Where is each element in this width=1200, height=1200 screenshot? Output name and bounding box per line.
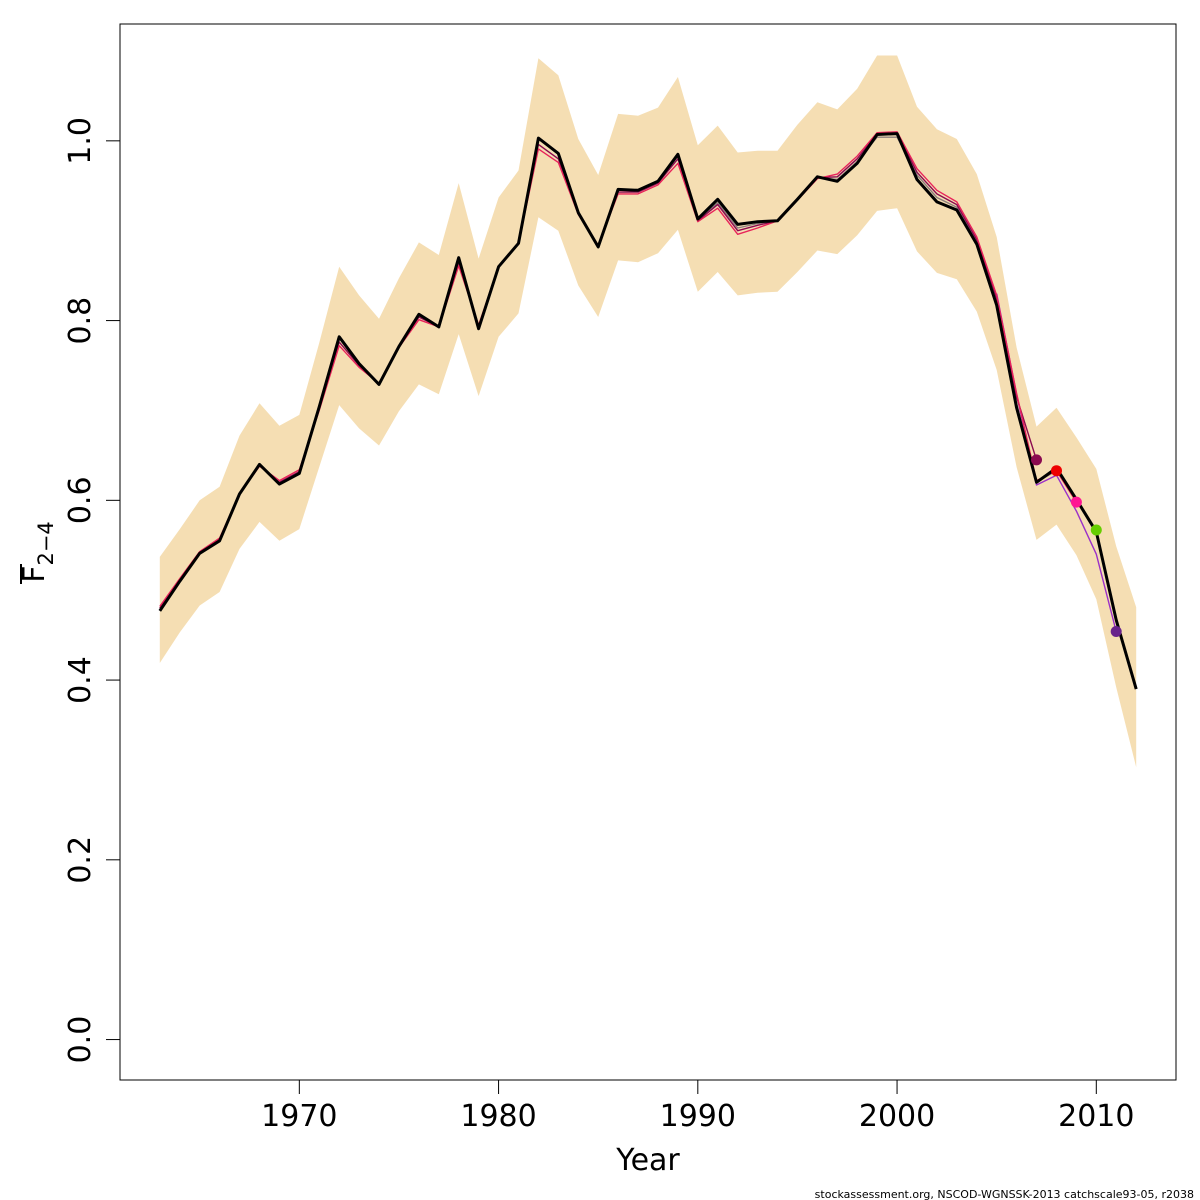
x-axis: 1970 1980 1990 2000 2010 xyxy=(261,1079,1134,1134)
terminal-point-2009 xyxy=(1070,496,1082,508)
x-tick-label-2010: 2010 xyxy=(1058,1099,1134,1134)
terminal-point-2008 xyxy=(1051,465,1062,477)
points-layer xyxy=(1031,454,1122,637)
terminal-point-2010 xyxy=(1090,524,1102,536)
y-tick-label-0.4: 0.4 xyxy=(63,656,98,704)
confidence-band-layer xyxy=(159,55,1137,768)
x-tick-label-1970: 1970 xyxy=(261,1099,337,1134)
y-axis-title: F2−4 xyxy=(17,521,58,584)
series-line-1 xyxy=(158,132,1138,690)
y-tick-label-0.6: 0.6 xyxy=(63,476,98,524)
y-axis: 0.0 0.2 0.4 0.6 0.8 1.0 xyxy=(63,117,121,1064)
y-tick-label-1.0: 1.0 xyxy=(63,117,98,165)
x-tick-label-1980: 1980 xyxy=(460,1099,536,1134)
terminal-point-2011 xyxy=(1110,626,1122,637)
x-axis-title: Year xyxy=(615,1143,680,1178)
y-tick-label-0.0: 0.0 xyxy=(63,1016,98,1064)
x-tick-label-1990: 1990 xyxy=(660,1099,736,1134)
confidence-band xyxy=(159,55,1137,768)
series-layer xyxy=(158,131,1138,690)
footer-note: stockassessment.org, NSCOD-WGNSSK-2013 c… xyxy=(815,1188,1194,1200)
svg-text:F2−4: F2−4 xyxy=(17,521,58,583)
terminal-point-2007 xyxy=(1031,454,1042,466)
y-axis-title-main: F xyxy=(17,566,52,583)
y-tick-label-0.8: 0.8 xyxy=(63,297,98,345)
y-axis-title-subscript: 2−4 xyxy=(34,521,58,565)
y-tick-label-0.2: 0.2 xyxy=(63,836,98,884)
x-tick-label-2000: 2000 xyxy=(859,1099,935,1134)
